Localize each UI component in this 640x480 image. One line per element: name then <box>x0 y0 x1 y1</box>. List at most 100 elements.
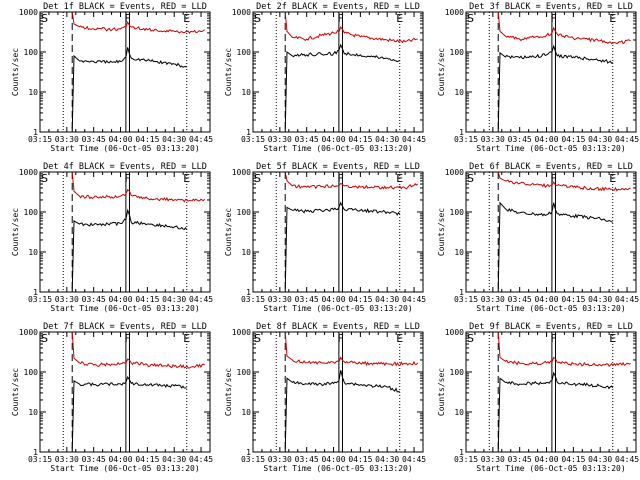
x-tick-label: 03:45 <box>508 135 532 144</box>
x-tick-label: 04:45 <box>615 455 639 464</box>
y-tick-label: 10 <box>454 408 464 417</box>
series-line-black <box>71 47 187 133</box>
marker-label-f: F <box>551 172 557 185</box>
x-tick-label: 04:30 <box>375 135 399 144</box>
y-tick-label: 100 <box>450 368 465 377</box>
marker-label-s: S <box>41 172 48 185</box>
marker-label-e: E <box>396 12 403 25</box>
y-tick-label: 10 <box>454 248 464 257</box>
plot-frame <box>39 331 211 453</box>
x-tick-label: 03:15 <box>241 295 265 304</box>
x-tick-label: 03:45 <box>295 295 319 304</box>
y-axis-label: Counts/sec <box>11 208 20 256</box>
plot-frame <box>252 171 424 293</box>
marker-label-e: E <box>609 332 616 345</box>
y-axis-label: Counts/sec <box>224 208 233 256</box>
chart-title: Det 8f BLACK = Events, RED = LLD <box>256 322 420 332</box>
x-tick-label: 03:30 <box>268 455 292 464</box>
chart-panel-8: Det 8f BLACK = Events, RED = LLD 1 10 100 10… <box>224 322 426 473</box>
x-tick-label: 04:15 <box>348 295 372 304</box>
x-tick-label: 03:45 <box>82 455 106 464</box>
chart-panel-4: Det 4f BLACK = Events, RED = LLD 1 10 100 10… <box>11 162 213 313</box>
series-line-red <box>71 11 205 34</box>
x-tick-label: 04:45 <box>402 135 426 144</box>
series-line-red <box>497 171 631 192</box>
x-tick-label: 03:30 <box>55 135 79 144</box>
chart-panel-3: Det 3f BLACK = Events, RED = LLD 1 10 100 10… <box>437 2 639 153</box>
x-tick-label: 04:15 <box>561 135 585 144</box>
x-tick-label: 04:15 <box>561 455 585 464</box>
x-tick-label: 04:30 <box>375 295 399 304</box>
chart-title: Det 2f BLACK = Events, RED = LLD <box>256 2 420 12</box>
x-tick-label: 03:15 <box>241 455 265 464</box>
x-axis-label: Start Time (06-Oct-05 03:13:20) <box>50 464 199 473</box>
series-line-red <box>497 11 631 45</box>
plot-frame <box>465 11 637 133</box>
chart-panel-6: Det 6f BLACK = Events, RED = LLD 1 10 100 10… <box>437 162 639 313</box>
x-tick-label: 04:30 <box>588 135 612 144</box>
chart-panel-5: Det 5f BLACK = Events, RED = LLD 1 10 100 10… <box>224 162 426 313</box>
chart-title: Det 3f BLACK = Events, RED = LLD <box>469 2 633 12</box>
x-tick-label: 03:30 <box>55 295 79 304</box>
x-tick-label: 04:30 <box>162 135 186 144</box>
plot-frame <box>39 11 211 133</box>
series-line-red <box>71 331 205 369</box>
y-axis-label: Counts/sec <box>11 368 20 416</box>
marker-label-f: F <box>338 332 344 345</box>
plot-frame <box>252 331 424 453</box>
x-tick-label: 03:45 <box>295 455 319 464</box>
y-tick-label: 100 <box>237 208 252 217</box>
chart-title: Det 6f BLACK = Events, RED = LLD <box>469 162 633 172</box>
chart-panel-9: Det 9f BLACK = Events, RED = LLD 1 10 100 10… <box>437 322 639 473</box>
y-tick-label: 1 <box>33 128 38 137</box>
x-tick-label: 04:00 <box>534 135 558 144</box>
series-line-black <box>284 201 401 293</box>
x-tick-label: 03:45 <box>295 135 319 144</box>
series-line-red <box>284 171 418 190</box>
y-tick-label: 1000 <box>19 8 38 17</box>
x-axis-label: Start Time (06-Oct-05 03:13:20) <box>476 464 625 473</box>
marker-label-s: S <box>467 332 474 345</box>
marker-label-s: S <box>467 12 474 25</box>
x-tick-label: 04:15 <box>348 455 372 464</box>
x-axis-label: Start Time (06-Oct-05 03:13:20) <box>263 464 412 473</box>
marker-label-f: F <box>338 172 344 185</box>
series-line-black <box>71 375 187 453</box>
x-tick-label: 04:45 <box>615 135 639 144</box>
y-tick-label: 1 <box>33 448 38 457</box>
x-tick-label: 03:15 <box>28 295 52 304</box>
x-tick-label: 03:30 <box>268 135 292 144</box>
x-tick-label: 03:45 <box>82 295 106 304</box>
x-tick-label: 03:30 <box>481 135 505 144</box>
marker-label-s: S <box>41 332 48 345</box>
marker-label-e: E <box>396 172 403 185</box>
series-line-red <box>284 11 418 44</box>
x-tick-label: 04:15 <box>135 135 159 144</box>
marker-label-e: E <box>183 332 190 345</box>
x-tick-label: 03:15 <box>454 135 478 144</box>
marker-label-e: E <box>183 172 190 185</box>
chart-title: Det 7f BLACK = Events, RED = LLD <box>43 322 207 332</box>
marker-label-f: F <box>125 172 131 185</box>
x-tick-label: 03:30 <box>481 295 505 304</box>
marker-label-s: S <box>254 332 261 345</box>
marker-label-s: S <box>254 12 261 25</box>
x-tick-label: 03:30 <box>481 455 505 464</box>
y-tick-label: 10 <box>241 88 251 97</box>
y-tick-label: 100 <box>24 208 39 217</box>
x-tick-label: 04:30 <box>162 295 186 304</box>
x-tick-label: 04:30 <box>588 455 612 464</box>
chart-title: Det 9f BLACK = Events, RED = LLD <box>469 322 633 332</box>
x-tick-label: 04:00 <box>108 295 132 304</box>
y-tick-label: 1 <box>459 288 464 297</box>
plot-frame <box>252 11 424 133</box>
chart-panel-2: Det 2f BLACK = Events, RED = LLD 1 10 100 10… <box>224 2 426 153</box>
x-tick-label: 03:30 <box>55 455 79 464</box>
chart-title: Det 4f BLACK = Events, RED = LLD <box>43 162 207 172</box>
x-axis-label: Start Time (06-Oct-05 03:13:20) <box>476 144 625 153</box>
series-line-black <box>497 201 613 293</box>
y-tick-label: 1000 <box>445 328 464 337</box>
series-line-black <box>284 370 400 453</box>
marker-label-f: F <box>551 332 557 345</box>
marker-label-f: F <box>125 332 131 345</box>
